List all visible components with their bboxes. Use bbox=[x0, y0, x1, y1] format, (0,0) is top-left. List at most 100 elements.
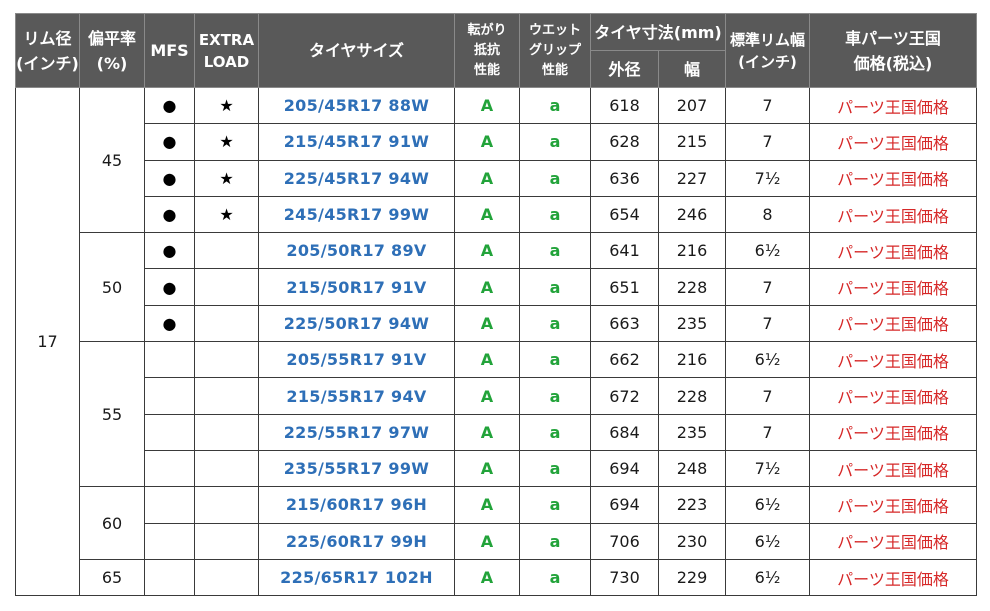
price-cell: パーツ王国価格 bbox=[809, 449, 977, 488]
width-cell: 227 bbox=[658, 159, 726, 197]
header-tire-size: タイヤサイズ bbox=[258, 13, 455, 88]
width-cell: 207 bbox=[658, 86, 726, 125]
extra-load-cell bbox=[194, 304, 259, 343]
wet-grip-cell: a bbox=[519, 232, 591, 270]
table-header: リム径 (インチ) 偏平率 (%) MFS EXTRA LOAD タイヤサイズ 転がり… bbox=[15, 13, 977, 88]
outer-diameter-cell: 641 bbox=[590, 232, 659, 270]
tire-size-cell: 235/55R17 99W bbox=[258, 449, 455, 488]
outer-diameter-cell: 684 bbox=[590, 413, 659, 451]
rolling-resistance-cell: A bbox=[454, 413, 520, 451]
mfs-cell: ● bbox=[144, 304, 195, 343]
price-cell: パーツ王国価格 bbox=[809, 522, 977, 560]
header-rim-diameter: リム径 (インチ) bbox=[15, 13, 80, 88]
width-cell: 216 bbox=[658, 232, 726, 270]
wet-grip-cell: a bbox=[519, 486, 591, 524]
rolling-resistance-cell: A bbox=[454, 558, 520, 597]
standard-rim-width-cell: 7 bbox=[725, 123, 810, 161]
header-standard-rim-width: 標準リム幅 (インチ) bbox=[725, 13, 810, 88]
tire-size-cell: 225/65R17 102H bbox=[258, 558, 455, 597]
width-cell: 215 bbox=[658, 123, 726, 161]
tire-size-table: リム径 (インチ) 偏平率 (%) MFS EXTRA LOAD タイヤサイズ 転がり… bbox=[15, 13, 977, 597]
standard-rim-width-cell: 8 bbox=[725, 195, 810, 234]
outer-diameter-cell: 628 bbox=[590, 123, 659, 161]
rolling-resistance-cell: A bbox=[454, 86, 520, 125]
rolling-resistance-cell: A bbox=[454, 341, 520, 379]
width-cell: 229 bbox=[658, 558, 726, 597]
rolling-resistance-cell: A bbox=[454, 123, 520, 161]
wet-grip-cell: a bbox=[519, 159, 591, 197]
price-cell: パーツ王国価格 bbox=[809, 268, 977, 306]
price-cell: パーツ王国価格 bbox=[809, 195, 977, 234]
standard-rim-width-cell: 6½ bbox=[725, 232, 810, 270]
extra-load-cell: ★ bbox=[194, 86, 259, 125]
price-cell: パーツ王国価格 bbox=[809, 486, 977, 524]
wet-grip-cell: a bbox=[519, 341, 591, 379]
header-outer-diameter: 外径 bbox=[590, 50, 659, 88]
wet-grip-cell: a bbox=[519, 413, 591, 451]
header-wet-grip: ウエット グリップ 性能 bbox=[519, 13, 591, 88]
extra-load-cell bbox=[194, 486, 259, 524]
rolling-resistance-cell: A bbox=[454, 268, 520, 306]
price-cell: パーツ王国価格 bbox=[809, 304, 977, 343]
outer-diameter-cell: 663 bbox=[590, 304, 659, 343]
standard-rim-width-cell: 7 bbox=[725, 86, 810, 125]
width-cell: 216 bbox=[658, 341, 726, 379]
mfs-cell bbox=[144, 486, 195, 524]
wet-grip-cell: a bbox=[519, 304, 591, 343]
price-cell: パーツ王国価格 bbox=[809, 123, 977, 161]
width-cell: 235 bbox=[658, 413, 726, 451]
price-cell: パーツ王国価格 bbox=[809, 558, 977, 597]
rolling-resistance-cell: A bbox=[454, 377, 520, 415]
mfs-cell bbox=[144, 522, 195, 560]
outer-diameter-cell: 694 bbox=[590, 449, 659, 488]
wet-grip-cell: a bbox=[519, 522, 591, 560]
rim-diameter-cell: 17 bbox=[15, 86, 80, 597]
mfs-cell bbox=[144, 377, 195, 415]
tire-size-cell: 205/45R17 88W bbox=[258, 86, 455, 125]
wet-grip-cell: a bbox=[519, 195, 591, 234]
tire-size-cell: 205/50R17 89V bbox=[258, 232, 455, 270]
standard-rim-width-cell: 6½ bbox=[725, 558, 810, 597]
header-width: 幅 bbox=[658, 50, 726, 88]
extra-load-cell bbox=[194, 558, 259, 597]
mfs-cell bbox=[144, 413, 195, 451]
standard-rim-width-cell: 7 bbox=[725, 413, 810, 451]
header-tire-dimensions: タイヤ寸法(mm) bbox=[590, 13, 726, 51]
wet-grip-cell: a bbox=[519, 558, 591, 597]
standard-rim-width-cell: 6½ bbox=[725, 486, 810, 524]
wet-grip-cell: a bbox=[519, 123, 591, 161]
aspect-ratio-cell: 65 bbox=[79, 558, 145, 597]
extra-load-cell: ★ bbox=[194, 159, 259, 197]
tire-size-cell: 225/50R17 94W bbox=[258, 304, 455, 343]
width-cell: 228 bbox=[658, 268, 726, 306]
rolling-resistance-cell: A bbox=[454, 304, 520, 343]
standard-rim-width-cell: 7½ bbox=[725, 449, 810, 488]
mfs-cell: ● bbox=[144, 268, 195, 306]
aspect-ratio-cell: 50 bbox=[79, 232, 145, 343]
outer-diameter-cell: 618 bbox=[590, 86, 659, 125]
standard-rim-width-cell: 7½ bbox=[725, 159, 810, 197]
header-extra-load: EXTRA LOAD bbox=[194, 13, 259, 88]
wet-grip-cell: a bbox=[519, 268, 591, 306]
tire-size-cell: 225/60R17 99H bbox=[258, 522, 455, 560]
aspect-ratio-cell: 60 bbox=[79, 486, 145, 560]
outer-diameter-cell: 730 bbox=[590, 558, 659, 597]
width-cell: 246 bbox=[658, 195, 726, 234]
price-cell: パーツ王国価格 bbox=[809, 86, 977, 125]
standard-rim-width-cell: 7 bbox=[725, 377, 810, 415]
price-cell: パーツ王国価格 bbox=[809, 413, 977, 451]
tire-size-cell: 245/45R17 99W bbox=[258, 195, 455, 234]
header-mfs: MFS bbox=[144, 13, 195, 88]
header-price: 車パーツ王国 価格(税込) bbox=[809, 13, 977, 88]
extra-load-cell bbox=[194, 413, 259, 451]
extra-load-cell bbox=[194, 232, 259, 270]
